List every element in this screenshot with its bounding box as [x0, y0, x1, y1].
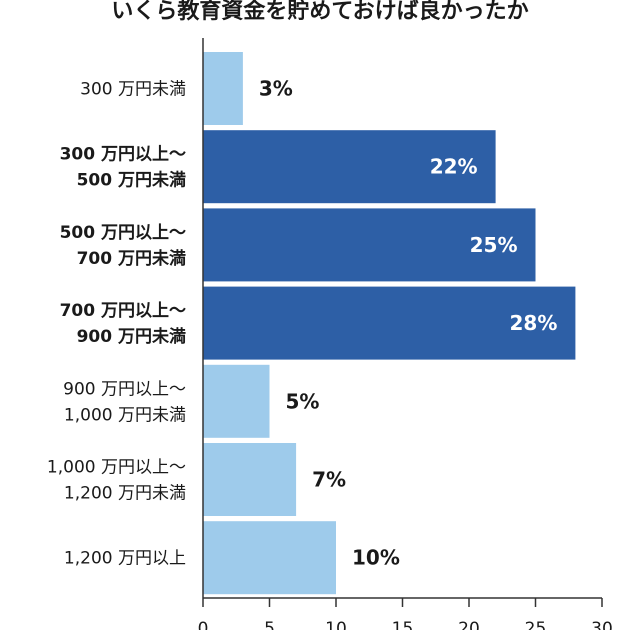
x-axis: 0 5 10 15 20 25 30 [198, 38, 613, 630]
category-label-3-0: 700 万円以上～ [60, 301, 186, 321]
category-label-4-1: 1,000 万円未満 [64, 405, 186, 425]
bar-6 [203, 521, 336, 595]
value-label-1: 22% [430, 155, 478, 179]
category-labels: 300 万円未満 300 万円以上～ 500 万円未満 500 万円以上～ 700 万円… [47, 80, 186, 569]
category-label-0-0: 300 万円未満 [80, 80, 186, 100]
x-tick-label-4: 20 [458, 619, 480, 630]
x-tick-label-0: 0 [198, 619, 209, 630]
category-label-1-1: 500 万円未満 [77, 170, 186, 191]
value-label-2: 25% [470, 233, 518, 257]
value-label-4: 5% [286, 389, 320, 413]
bar-5 [203, 443, 297, 516]
bar-0 [203, 52, 243, 125]
category-label-5-0: 1,000 万円以上～ [47, 458, 186, 478]
category-label-3-1: 900 万円未満 [77, 326, 186, 347]
x-tick-label-1: 5 [264, 619, 275, 630]
bars-layer: 3% 22% 25% 28% 5% 7% 10% [203, 52, 576, 595]
category-label-4-0: 900 万円以上～ [63, 379, 186, 399]
x-tick-label-2: 10 [325, 619, 347, 630]
x-tick-label-6: 30 [591, 619, 613, 630]
bar-4 [203, 364, 270, 438]
category-label-2-1: 700 万円未満 [77, 248, 186, 269]
chart-title: いくら教育資金を貯めておけば良かったか [111, 0, 528, 24]
bar-2 [203, 208, 536, 282]
category-label-1-0: 300 万円以上～ [60, 145, 186, 165]
category-label-2-0: 500 万円以上～ [60, 223, 186, 243]
value-label-3: 28% [510, 311, 558, 335]
category-label-5-1: 1,200 万円未満 [64, 484, 186, 504]
bar-3 [203, 286, 576, 360]
value-label-0: 3% [259, 77, 293, 101]
value-label-5: 7% [312, 468, 346, 492]
bar-1 [203, 130, 496, 204]
category-label-6-0: 1,200 万円以上 [64, 549, 186, 569]
x-tick-label-5: 25 [525, 619, 547, 630]
x-tick-label-3: 15 [392, 619, 414, 630]
value-label-6: 10% [352, 546, 400, 570]
